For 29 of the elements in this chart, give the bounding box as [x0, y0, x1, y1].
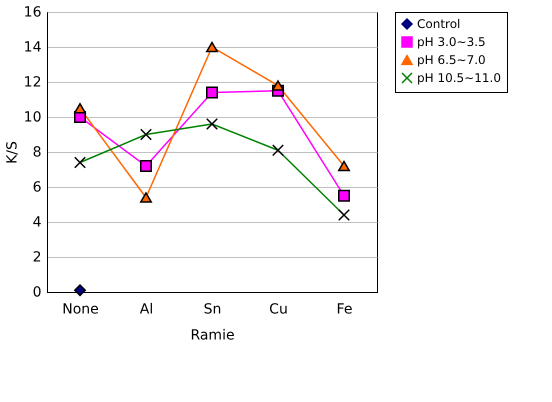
legend-label: Control [417, 17, 460, 31]
point [206, 86, 218, 98]
y-tick-label: 12 [24, 74, 42, 90]
point [338, 190, 350, 202]
y-tick-label: 16 [24, 4, 42, 20]
x-tick-label: Al [140, 302, 154, 318]
y-tick-label: 14 [24, 40, 42, 56]
y-tick-label: 8 [32, 144, 42, 160]
point [338, 160, 350, 172]
point [140, 192, 152, 203]
y-tick-label: 0 [32, 284, 42, 300]
x-tick-label: Fe [336, 302, 352, 318]
x-tick-label: None [62, 302, 99, 318]
point [272, 80, 284, 91]
y-tick-label: 2 [32, 250, 42, 266]
x-tick-label: Sn [204, 302, 222, 318]
y-tick-label: 4 [32, 214, 42, 230]
legend-label: pH 10.5~11.0 [417, 71, 501, 85]
y-tick-label: 10 [24, 110, 42, 126]
y-axis-title: K/S [4, 141, 21, 164]
legend-label: pH 3.0~3.5 [417, 35, 486, 49]
point [206, 42, 218, 52]
y-tick-label: 6 [32, 180, 42, 196]
x-axis-title: Ramie [190, 328, 235, 344]
x-tick-label: Cu [269, 302, 288, 318]
point [140, 160, 152, 172]
point [74, 102, 86, 114]
point [74, 284, 86, 296]
legend-label: pH 6.5~7.0 [417, 53, 486, 67]
